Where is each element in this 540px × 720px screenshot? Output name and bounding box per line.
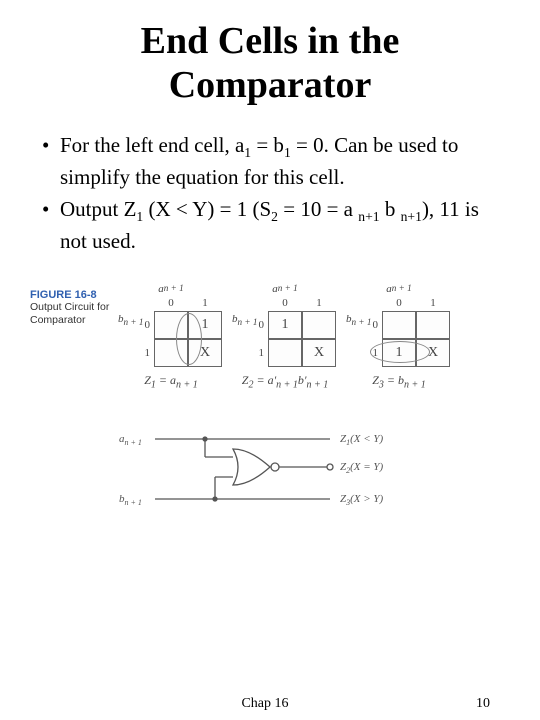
kmap-row-1: 1 [252,339,268,367]
figure-subtitle: Output Circuit for Comparator [30,301,110,327]
kmap-row: an + 1 bn + 1 0 1 0 1 1 X [120,283,510,390]
kmap-cell [154,339,188,367]
t: = b [384,373,404,387]
kmap-cell [268,339,302,367]
t: n + 1 [125,498,142,507]
title-line-1: End Cells in the [141,20,400,62]
t: b [380,197,401,221]
t: n + 1 [306,380,328,391]
kmap-cell [416,311,450,339]
t: n + 1 [352,317,372,327]
kmap-row-1: 1 [138,339,154,367]
kmap-equation: Z2 = a'n + 1b'n + 1 [234,373,336,390]
kmap-row-var: bn + 1 [346,313,371,327]
t: 1 [284,146,291,161]
svg-text:Z2(X = Y): Z2(X = Y) [340,461,384,475]
t: n + 1 [278,283,298,295]
kmap-col-0: 0 [268,297,302,311]
bullet-1-text: For the left end cell, a1 = b1 = 0. Can … [60,131,510,191]
circuit-diagram: an + 1 bn + 1 Z1(X < Y) Z2(X = Y) Z3(X >… [30,409,510,519]
figure-number: FIGURE 16-8 [30,289,110,301]
t: (X = Y) [350,461,383,473]
kmap-row-var: bn + 1 [232,313,257,327]
kmap-cell [302,311,336,339]
footer: Chap 16 10 [0,696,540,712]
kmap-col-1: 1 [416,297,450,311]
t: n + 1 [125,438,142,447]
bullet-1: • For the left end cell, a1 = b1 = 0. Ca… [42,131,510,191]
figure-area: FIGURE 16-8 Output Circuit for Comparato… [30,283,510,518]
t: n + 1 [392,283,412,295]
kmap-cell: X [188,339,222,367]
svg-text:Z1(X < Y): Z1(X < Y) [340,433,384,447]
kmap-col-0: 0 [382,297,416,311]
t: (X < Y) = 1 (S [143,197,271,221]
t: n + 1 [176,380,198,391]
kmap-cell: 1 [188,311,222,339]
kmap-col-var: an + 1 [120,283,222,295]
kmap-col-1: 1 [302,297,336,311]
t: = 10 = a [278,197,358,221]
bullet-list: • For the left end cell, a1 = b1 = 0. Ca… [30,131,510,255]
svg-text:an + 1: an + 1 [119,433,142,447]
bullet-2: • Output Z1 (X < Y) = 1 (S2 = 10 = a n+1… [42,195,510,255]
kmap-row-1: 1 [366,339,382,367]
kmap-col-var: an + 1 [234,283,336,295]
t: n + 1 [404,380,426,391]
t: Z [372,373,379,387]
t: n + 1 [276,380,298,391]
kmap-col-0: 0 [154,297,188,311]
t: n+1 [358,210,379,225]
bullet-2-text: Output Z1 (X < Y) = 1 (S2 = 10 = a n+1 b… [60,195,510,255]
title-line-2: Comparator [169,64,372,106]
t: n + 1 [238,317,258,327]
kmap-cell: X [416,339,450,367]
kmap-cell: 1 [382,339,416,367]
kmap-equation: Z1 = an + 1 [120,373,222,390]
t: (X > Y) [350,493,383,505]
t: Output Z [60,197,136,221]
kmap-cell [154,311,188,339]
bullet-dot: • [42,131,60,191]
t: n + 1 [164,283,184,295]
chapter-label: Chap 16 [0,696,450,712]
svg-text:bn + 1: bn + 1 [119,493,142,507]
t: = a' [253,373,276,387]
t: = b [251,133,284,157]
svg-text:Z3(X > Y): Z3(X > Y) [340,493,384,507]
kmap-z1: an + 1 bn + 1 0 1 0 1 1 X [120,283,222,390]
kmap-cell: 1 [268,311,302,339]
kmap-cell [382,311,416,339]
kmap-row-var: bn + 1 [118,313,143,327]
page-title: End Cells in the Comparator [30,20,510,107]
t: Z [144,373,151,387]
kmap-z2: an + 1 bn + 1 0 1 0 1 1 X Z2 = [234,283,336,390]
t: (X < Y) [350,433,383,445]
kmap-equation: Z3 = bn + 1 [348,373,450,390]
kmap-col-var: an + 1 [348,283,450,295]
kmap-col-1: 1 [188,297,222,311]
figure-caption: FIGURE 16-8 Output Circuit for Comparato… [30,283,110,327]
t: 2 [271,210,278,225]
bullet-dot: • [42,195,60,255]
kmap-z3: an + 1 bn + 1 0 1 0 1 1 X [348,283,450,390]
kmap-cell: X [302,339,336,367]
t: For the left end cell, a [60,133,244,157]
t: n+1 [401,210,422,225]
t: n + 1 [124,317,144,327]
nor-gate-circuit-icon: an + 1 bn + 1 Z1(X < Y) Z2(X = Y) Z3(X >… [115,409,425,519]
t: = a [156,373,176,387]
page-number: 10 [450,696,490,712]
